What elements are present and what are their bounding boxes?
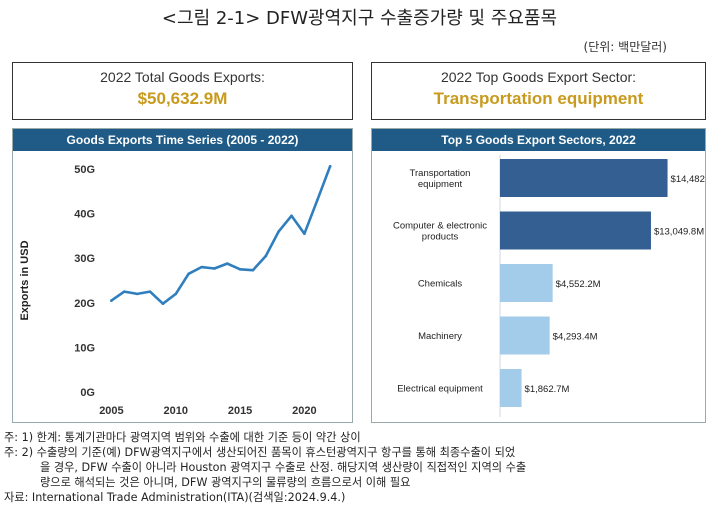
exports-point (187, 272, 190, 276)
exports-point (200, 265, 203, 269)
exports-point (135, 292, 139, 296)
exports-point (148, 290, 152, 293)
top-sector-label: 2022 Top Goods Export Sector: (440, 69, 637, 85)
top-sector-value: Transportation equipment (433, 89, 644, 108)
bar-3 (500, 316, 550, 355)
footnotes: 주: 1) 한계: 통계기관마다 광역지역 범위와 수출에 대한 기준 등이 약… (4, 430, 716, 505)
bar-category-label: Computer & electronic (393, 221, 487, 232)
x-tick-label: 2020 (292, 405, 316, 417)
bar-category-label: Electrical equipment (397, 384, 483, 395)
note-1: 주: 1) 한계: 통계기관마다 광역지역 범위와 수출에 대한 기준 등이 약… (4, 431, 361, 444)
figure-title: <그림 2-1> DFW광역지구 수출증가량 및 주요품목 (161, 8, 558, 29)
bar-value-label: $1,862.7M (525, 384, 570, 395)
exports-point (315, 198, 319, 202)
y-tick-label: 20G (74, 298, 95, 310)
bar-category-label: products (422, 232, 459, 243)
y-tick-label: 40G (74, 209, 95, 221)
total-exports-card: 2022 Total Goods Exports: $50,632.9M (12, 62, 353, 120)
unit-label: (단위: 백만달러) (583, 40, 667, 54)
exports-point (290, 214, 293, 218)
bar-1 (500, 211, 651, 250)
exports-point (264, 254, 268, 258)
x-tick-label: 2010 (164, 405, 188, 417)
y-tick-label: 0G (80, 387, 95, 399)
bar-category-label: Machinery (418, 331, 462, 342)
source-note: 자료: International Trade Administration(I… (4, 491, 346, 504)
bar-chart-title: Top 5 Goods Export Sectors, 2022 (372, 129, 705, 151)
note-2-cont-1: 을 경우, DFW 수출이 아니라 Houston 광역지구 수출로 산정. 해… (40, 461, 527, 474)
exports-point (213, 267, 216, 270)
exports-point (122, 290, 126, 293)
line-chart: Exports in USD 0G 10G 20G 30G 40G 50G 2005 2010 2… (19, 164, 332, 417)
bar-chart-panel: Top 5 Goods Export Sectors, 2022 $14,482… (371, 128, 706, 423)
exports-point (110, 299, 113, 302)
x-tick-label: 2005 (99, 405, 123, 417)
exports-point (277, 230, 280, 233)
bar-2 (500, 264, 553, 302)
line-chart-title: Goods Exports Time Series (2005 - 2022) (13, 129, 352, 151)
y-axis-label: Exports in USD (19, 240, 31, 320)
line-chart-panel: Goods Exports Time Series (2005 - 2022) … (12, 128, 353, 423)
bar-value-label: $4,293.4M (553, 332, 598, 343)
bar-value-label: $13,049.8M (654, 227, 704, 238)
note-2-cont-2: 량으로 해석되는 것은 아니며, DFW 광역지구의 물류량의 흐름으로서 이해… (40, 476, 411, 489)
exports-point (225, 262, 229, 265)
bar-0 (500, 159, 668, 197)
y-tick-label: 30G (74, 253, 95, 265)
bar-4 (500, 369, 522, 407)
bar-value-label: $14,482.6M (671, 174, 705, 185)
exports-point (238, 268, 242, 271)
bar-category-label: Chemicals (418, 279, 463, 290)
top-sector-card: 2022 Top Goods Export Sector: Transporta… (371, 62, 706, 120)
total-exports-value: $50,632.9M (137, 89, 228, 108)
x-tick-label: 2015 (228, 405, 252, 417)
y-tick-label: 10G (74, 342, 95, 354)
total-exports-label: 2022 Total Goods Exports: (100, 69, 265, 85)
exports-point (174, 292, 178, 296)
exports-point (328, 165, 332, 168)
bar-category-label: equipment (418, 179, 463, 190)
exports-series-line (110, 165, 332, 305)
exports-point (251, 268, 255, 272)
exports-point (303, 232, 306, 235)
bar-category-label: Transportation (410, 168, 471, 179)
y-tick-label: 50G (74, 164, 95, 176)
bar-value-label: $4,552.2M (556, 279, 601, 290)
exports-point (161, 302, 165, 305)
note-2: 주: 2) 수출량의 기준(예) DFW광역지구에서 생산되어진 품목이 휴스턴… (4, 446, 516, 459)
